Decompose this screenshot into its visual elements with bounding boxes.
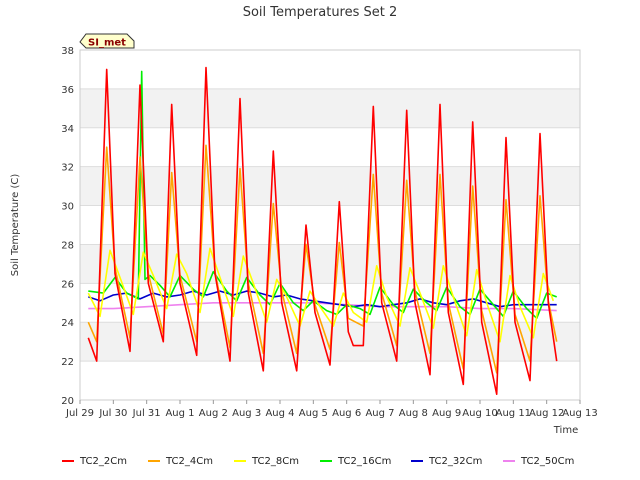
legend: TC2_2Cm TC2_4Cm TC2_8Cm TC2_16Cm TC2_32Cm TC2… — [62, 456, 574, 467]
legend-item: TC2_16Cm — [320, 456, 391, 467]
legend-label: TC2_50Cm — [520, 456, 574, 467]
x-tick-label: Aug 5 — [299, 408, 328, 419]
legend-item: TC2_2Cm — [62, 456, 127, 467]
x-tick-label: Aug 10 — [462, 408, 497, 419]
x-tick-label: Jul 29 — [65, 408, 94, 419]
y-tick-label: 26 — [61, 279, 74, 290]
x-tick-label: Aug 2 — [199, 408, 228, 419]
y-tick-label: 36 — [61, 85, 74, 96]
x-tick-label: Aug 8 — [399, 408, 428, 419]
series-layer — [87, 66, 558, 396]
y-tick-label: 38 — [61, 46, 74, 57]
y-axis-ticks: 20 22 24 26 28 30 32 34 36 38 — [61, 46, 74, 407]
legend-label: TC2_8Cm — [251, 456, 299, 467]
x-tick-label: Aug 1 — [165, 408, 194, 419]
x-tick-label: Aug 11 — [496, 408, 531, 419]
chart-title: Soil Temperatures Set 2 — [243, 5, 398, 20]
series-line-tc2-2cm — [87, 66, 558, 396]
series-line-tc2-8cm — [87, 247, 555, 343]
plot-band — [80, 88, 580, 128]
x-tick-label: Aug 6 — [332, 408, 361, 419]
y-tick-label: 28 — [61, 240, 74, 251]
x-tick-label: Jul 30 — [98, 408, 127, 419]
legend-label: TC2_4Cm — [165, 456, 213, 467]
legend-item: TC2_4Cm — [148, 456, 213, 467]
legend-label: TC2_16Cm — [337, 456, 391, 467]
x-axis-label: Time — [553, 425, 578, 436]
site-badge-text: SI_met — [88, 38, 126, 49]
x-tick-label: Aug 12 — [529, 408, 564, 419]
x-tick-label: Aug 3 — [232, 408, 261, 419]
plot-band — [80, 244, 580, 284]
y-tick-label: 22 — [61, 357, 74, 368]
x-tick-label: Aug 9 — [432, 408, 461, 419]
x-tick-label: Aug 13 — [562, 408, 597, 419]
x-tick-label: Aug 4 — [265, 408, 294, 419]
x-tick-label: Aug 7 — [365, 408, 394, 419]
legend-label: TC2_32Cm — [428, 456, 482, 467]
y-tick-label: 34 — [61, 124, 74, 135]
legend-item: TC2_32Cm — [411, 456, 482, 467]
x-tick-label: Jul 31 — [132, 408, 161, 419]
y-tick-label: 30 — [61, 202, 74, 213]
legend-item: TC2_50Cm — [503, 456, 574, 467]
legend-label: TC2_2Cm — [79, 456, 127, 467]
x-axis-ticks: Jul 29 Jul 30 Jul 31 Aug 1 Aug 2 Aug 3 Aug 4 Au… — [65, 400, 598, 419]
y-tick-label: 20 — [61, 396, 74, 407]
site-badge: SI_met — [79, 33, 135, 49]
plot-area-border — [79, 49, 581, 401]
legend-item: TC2_8Cm — [234, 456, 299, 467]
plot-band — [80, 166, 580, 206]
y-tick-label: 32 — [61, 163, 74, 174]
y-tick-label: 24 — [61, 318, 74, 329]
y-axis-label: Soil Temperature (C) — [10, 174, 21, 277]
site-badge-shape — [79, 33, 135, 49]
